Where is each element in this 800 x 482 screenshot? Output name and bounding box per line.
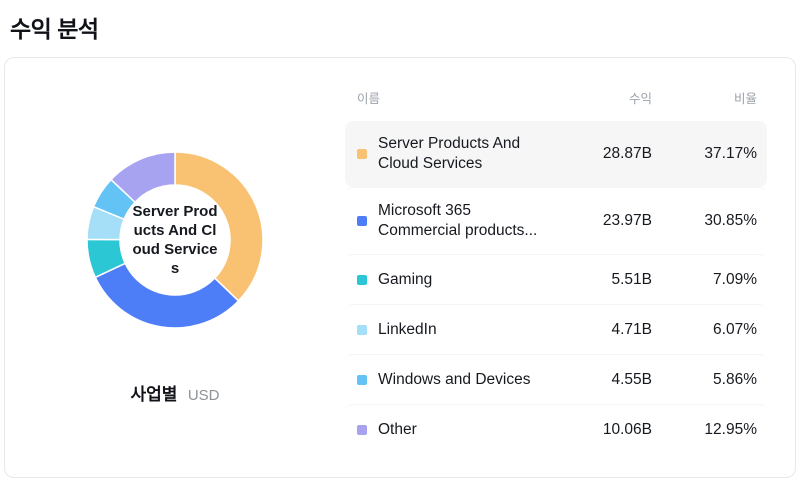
header-ratio: 비율 xyxy=(733,92,757,106)
row-ratio: 7.09% xyxy=(713,270,757,288)
legend-swatch-icon xyxy=(357,274,367,285)
table-body: Server Products And Cloud Services 28.87B… xyxy=(345,121,767,454)
row-ratio: 6.07% xyxy=(713,320,757,338)
donut-chart: Server Products And Cloud Services xyxy=(65,130,285,350)
row-ratio: 12.95% xyxy=(704,420,757,438)
legend-swatch-icon xyxy=(357,216,367,226)
legend-swatch-icon xyxy=(357,424,367,435)
caption-dimension: 사업별 xyxy=(130,385,178,404)
row-name-cell: Other xyxy=(357,420,542,440)
donut-segment[interactable] xyxy=(174,151,264,302)
legend-swatch-icon xyxy=(357,324,367,335)
row-ratio: 30.85% xyxy=(704,212,757,229)
row-name: Microsoft 365 Commercial products... xyxy=(378,202,538,239)
header-name: 이름 xyxy=(357,92,381,106)
row-name-cell: LinkedIn xyxy=(357,320,542,340)
row-name: LinkedIn xyxy=(378,320,437,338)
legend-swatch-icon xyxy=(357,374,367,385)
table-row[interactable]: Windows and Devices 4.55B 5.86% xyxy=(345,354,767,404)
donut-section: Server Products And Cloud Services 사업별 U… xyxy=(5,58,345,477)
breakdown-table: 이름 수익 비율 Server Products And Cloud Servi… xyxy=(345,58,795,477)
donut-svg xyxy=(86,151,264,329)
row-revenue: 23.97B xyxy=(602,212,652,229)
row-name-cell: Server Products And Cloud Services xyxy=(357,134,542,174)
table-row[interactable]: Other 10.06B 12.95% xyxy=(345,404,767,454)
table-row[interactable]: Gaming 5.51B 7.09% xyxy=(345,254,767,304)
header-revenue: 수익 xyxy=(628,92,652,106)
page-title: 수익 분석 xyxy=(10,16,99,42)
row-revenue: 28.87B xyxy=(602,145,652,162)
table-header-row: 이름 수익 비율 xyxy=(345,58,767,121)
row-name-cell: Microsoft 365 Commercial products... xyxy=(357,201,542,241)
revenue-breakdown-card: Server Products And Cloud Services 사업별 U… xyxy=(4,57,796,478)
caption-unit: USD xyxy=(187,387,220,404)
donut-segment[interactable] xyxy=(94,262,240,329)
row-name: Windows and Devices xyxy=(378,370,531,388)
table-row[interactable]: Server Products And Cloud Services 28.87B… xyxy=(345,121,767,187)
legend-swatch-icon xyxy=(357,149,367,159)
table-row[interactable]: LinkedIn 4.71B 6.07% xyxy=(345,304,767,354)
row-revenue: 4.71B xyxy=(611,320,652,338)
row-name: Gaming xyxy=(378,270,433,288)
row-name-cell: Windows and Devices xyxy=(357,370,542,390)
table-row[interactable]: Microsoft 365 Commercial products... 23.9… xyxy=(345,187,767,254)
row-ratio: 5.86% xyxy=(713,370,757,388)
row-revenue: 10.06B xyxy=(602,420,652,438)
row-name: Server Products And Cloud Services xyxy=(378,135,521,172)
donut-caption: 사업별 USD xyxy=(130,380,219,405)
row-ratio: 37.17% xyxy=(704,145,757,162)
row-revenue: 5.51B xyxy=(611,270,652,288)
row-name-cell: Gaming xyxy=(357,270,542,290)
row-revenue: 4.55B xyxy=(611,370,652,388)
row-name: Other xyxy=(378,420,417,438)
donut-segment[interactable] xyxy=(109,151,176,204)
